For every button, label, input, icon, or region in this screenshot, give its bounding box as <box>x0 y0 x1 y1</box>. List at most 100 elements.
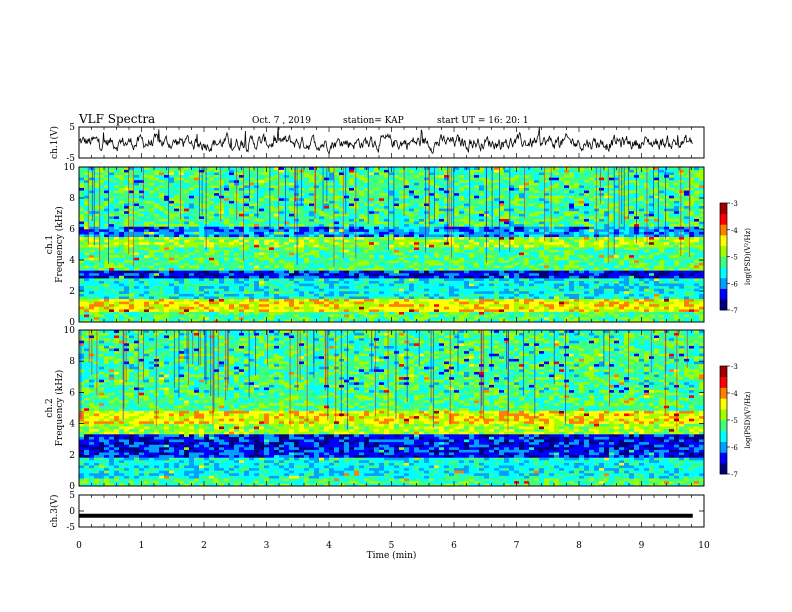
spectrogram-cell <box>504 234 510 238</box>
spectrogram-cell <box>209 252 215 256</box>
spectrogram-cell <box>344 221 350 225</box>
spectrogram-cell <box>674 306 680 310</box>
spectrogram-cell <box>659 249 665 253</box>
spectrogram-cell <box>199 306 205 310</box>
spectrogram-cell <box>369 319 375 323</box>
spectrogram-cell <box>144 316 150 320</box>
spectrogram-cell <box>379 270 385 274</box>
spectrogram-cell <box>684 229 690 232</box>
spectrogram-cell <box>344 262 350 266</box>
spectrogram-cell <box>334 306 340 310</box>
spectrogram-cell <box>219 278 225 281</box>
spectrogram-cell <box>549 257 555 261</box>
spectrogram-cell <box>299 260 305 263</box>
spectrogram-cell <box>404 257 410 261</box>
spectrogram-cell <box>494 241 500 245</box>
spectrogram-cell <box>669 257 675 261</box>
spectrogram-cell <box>699 221 705 225</box>
spectrogram-cell <box>369 309 375 312</box>
spectrogram-cell <box>94 272 100 276</box>
spectrogram-cell <box>174 278 180 281</box>
spectrogram-cell <box>299 244 305 248</box>
spectrogram-cell <box>89 247 95 250</box>
spectrogram-cell <box>134 309 140 312</box>
spectrogram-cell <box>334 229 340 232</box>
spectrogram-cell <box>164 283 170 287</box>
spectrogram-cell <box>284 283 290 287</box>
spectrogram-cell <box>584 293 590 297</box>
spectrogram-cell <box>419 252 425 256</box>
spectrogram-cell <box>114 221 120 225</box>
spectrogram-cell <box>84 229 90 232</box>
spectrogram-cell <box>374 231 380 235</box>
spectrogram-cell <box>564 291 570 294</box>
spectrogram-cell <box>109 239 115 243</box>
spectrogram-cell <box>404 291 410 294</box>
spectrogram-cell <box>199 296 205 300</box>
spectrogram-cell <box>524 234 530 238</box>
spectrogram-cell <box>194 260 200 263</box>
spectrogram-cell <box>509 288 515 292</box>
spectrogram-cell <box>414 257 420 261</box>
spectrogram-cell <box>419 223 425 227</box>
spectrogram-cell <box>409 229 415 232</box>
spectrogram-cell <box>324 298 330 302</box>
spectrogram-cell <box>284 234 290 238</box>
spectrogram-cell <box>324 244 330 248</box>
spectrogram-cell <box>479 247 485 250</box>
spectrogram-cell <box>669 226 675 230</box>
spectrogram-cell <box>314 249 320 253</box>
spectrogram-cell <box>314 275 320 279</box>
spectrogram-cell <box>379 275 385 279</box>
spectrogram-cell <box>569 309 575 312</box>
spectrogram-cell <box>84 278 90 281</box>
spectrogram-cell <box>164 223 170 227</box>
spectrogram-cell <box>144 236 150 240</box>
spectrogram-cell <box>629 291 635 294</box>
spectrogram-cell <box>509 257 515 261</box>
spectrogram-cell <box>459 316 465 320</box>
spectrogram-cell <box>349 247 355 250</box>
spectrogram-cell <box>689 296 695 300</box>
spectrogram-cell <box>624 226 630 230</box>
spectrogram-cell <box>214 311 220 315</box>
spectrogram-cell <box>294 306 300 310</box>
spectrogram-cell <box>224 319 230 323</box>
spectrogram-cell <box>529 249 535 253</box>
spectrogram-cell <box>179 247 185 250</box>
spectrogram-cell <box>609 254 615 258</box>
spectrogram-cell <box>424 254 430 258</box>
spectrogram-cell <box>109 267 115 271</box>
spectrogram-cell <box>389 309 395 312</box>
spectrogram-cell <box>339 226 345 230</box>
spectrogram-cell <box>109 260 115 263</box>
spectrogram-cell <box>199 241 205 245</box>
spectrogram-cell <box>464 306 470 310</box>
spectrogram-cell <box>299 249 305 253</box>
spectrogram-cell <box>249 267 255 271</box>
spectrogram-cell <box>394 278 400 281</box>
spectrogram-cell <box>339 306 345 310</box>
spectrogram-cell <box>389 288 395 292</box>
spectrogram-cell <box>179 319 185 323</box>
spectrogram-cell <box>104 221 110 225</box>
spectrogram-cell <box>259 229 265 232</box>
spectrogram-cell <box>259 226 265 230</box>
spectrogram-cell <box>464 301 470 305</box>
spectrogram-cell <box>619 285 625 289</box>
spectrogram-cell <box>289 223 295 227</box>
spectrogram-cell <box>534 314 540 318</box>
spectrogram-cell <box>319 265 325 269</box>
spectrogram-cell <box>94 303 100 307</box>
spectrogram-cell <box>394 303 400 307</box>
spectrogram-cell <box>314 270 320 274</box>
spectrogram-cell <box>549 278 555 281</box>
spectrogram-cell <box>214 257 220 261</box>
spectrogram-cell <box>624 283 630 287</box>
spectrogram-cell <box>429 239 435 243</box>
spectrogram-cell <box>189 247 195 250</box>
spectrogram-cell <box>539 252 545 256</box>
spectrogram-cell <box>544 288 550 292</box>
spectrogram-cell <box>364 306 370 310</box>
spectrogram-cell <box>379 239 385 243</box>
